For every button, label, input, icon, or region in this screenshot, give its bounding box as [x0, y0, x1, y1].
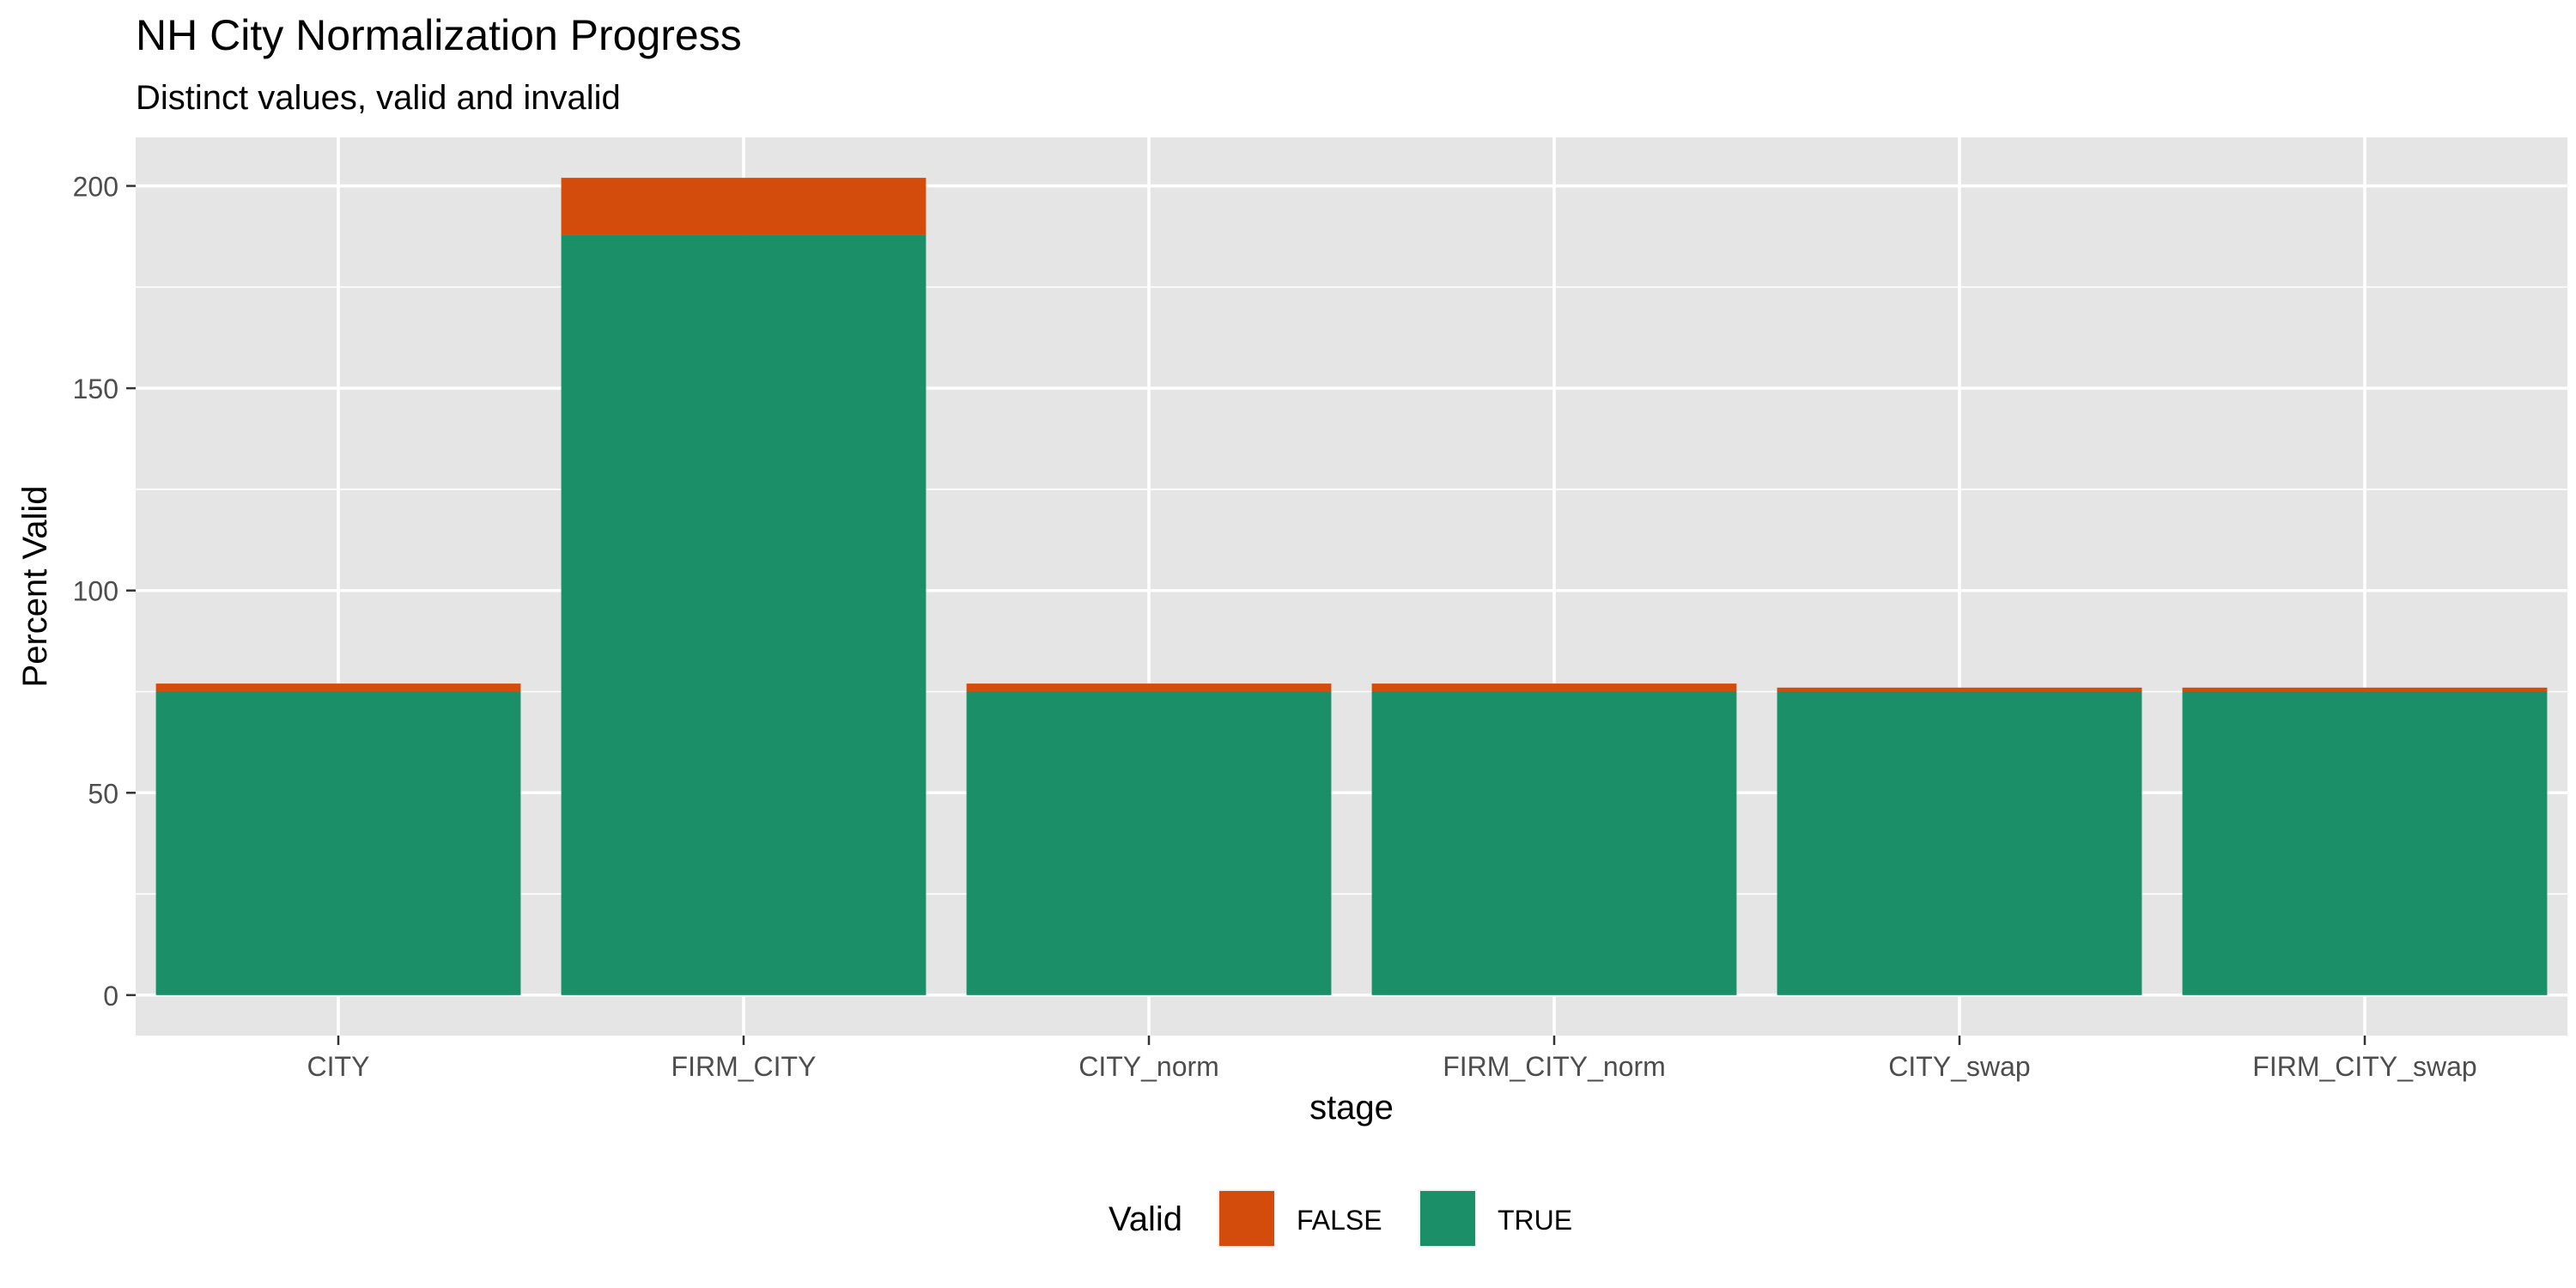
bar-true-city — [155, 691, 521, 995]
x-tick-label: FIRM_CITY_norm — [1443, 1051, 1666, 1082]
legend-item: FALSE — [1218, 1189, 1382, 1248]
x-tick-label: CITY_norm — [1078, 1051, 1219, 1082]
y-axis-title: Percent Valid — [16, 486, 54, 688]
legend-swatch — [1219, 1191, 1274, 1246]
y-tick-label: 200 — [73, 172, 118, 203]
bar-false-city — [155, 683, 521, 692]
x-tick-label: CITY_swap — [1888, 1051, 2030, 1082]
bar-true-firm_city — [561, 234, 927, 995]
legend-label: TRUE — [1498, 1205, 1572, 1236]
legend-item: TRUE — [1419, 1189, 1572, 1248]
bar-false-firm_city_norm — [1371, 683, 1737, 692]
bar-false-city_swap — [1777, 687, 2142, 692]
bars — [155, 178, 2548, 995]
y-tick-label: 150 — [73, 374, 118, 404]
y-tick-label: 100 — [73, 576, 118, 607]
x-tick-label: CITY — [307, 1051, 370, 1082]
bar-true-city_norm — [966, 691, 1332, 995]
legend-swatch — [1420, 1191, 1475, 1246]
bar-true-firm_city_swap — [2182, 691, 2548, 995]
y-tick-label: 50 — [88, 778, 118, 809]
x-axis-title: stage — [1309, 1089, 1394, 1127]
legend-title: Valid — [1109, 1200, 1182, 1238]
bar-true-city_swap — [1777, 691, 2142, 995]
legend-label: FALSE — [1297, 1205, 1382, 1236]
bar-true-firm_city_norm — [1371, 691, 1737, 995]
x-tick-label: FIRM_CITY_swap — [2252, 1051, 2476, 1082]
bar-false-firm_city — [561, 178, 927, 235]
x-tick-label: FIRM_CITY — [671, 1051, 817, 1082]
legend: Valid FALSE TRUE — [1109, 1189, 1572, 1248]
bar-false-firm_city_swap — [2182, 687, 2548, 692]
y-tick-label: 0 — [103, 981, 118, 1012]
chart-subtitle: Distinct values, valid and invalid — [136, 79, 621, 117]
chart-title: NH City Normalization Progress — [136, 11, 742, 59]
bar-false-city_norm — [966, 683, 1332, 692]
axes: 0 50 100 150 200 CITY FIRM_CITY CITY_norm FIRM_C… — [73, 172, 2477, 1082]
